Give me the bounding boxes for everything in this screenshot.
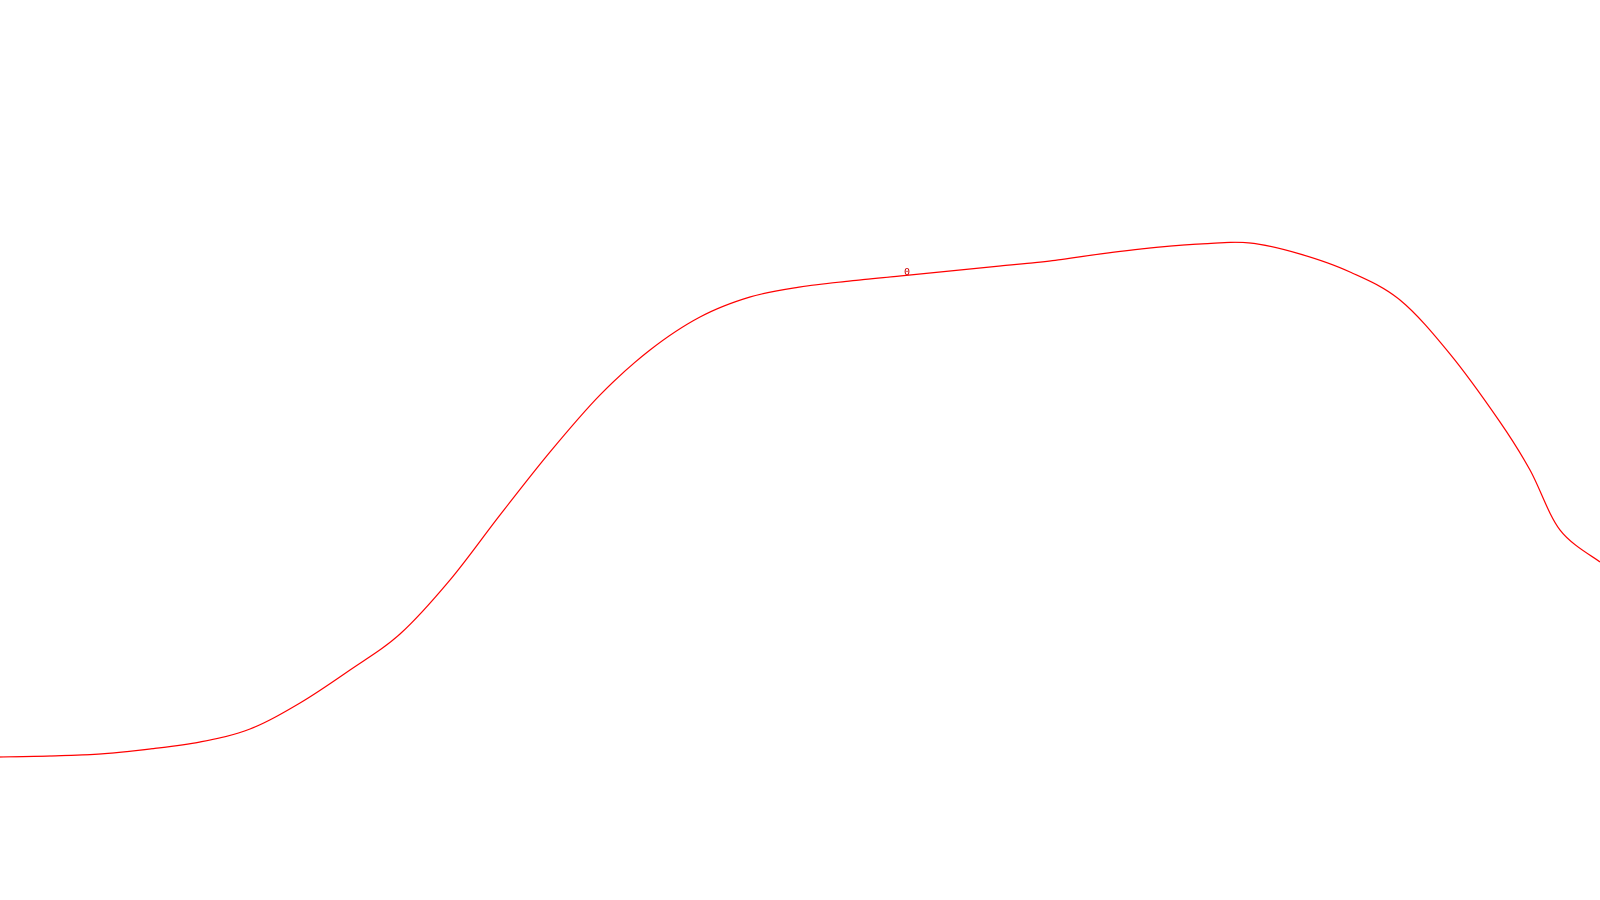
point-label-0: 0 — [904, 267, 910, 278]
series-line-0 — [0, 241, 1600, 758]
series-layer — [0, 241, 1600, 758]
annotation-layer: 0 — [904, 267, 910, 278]
